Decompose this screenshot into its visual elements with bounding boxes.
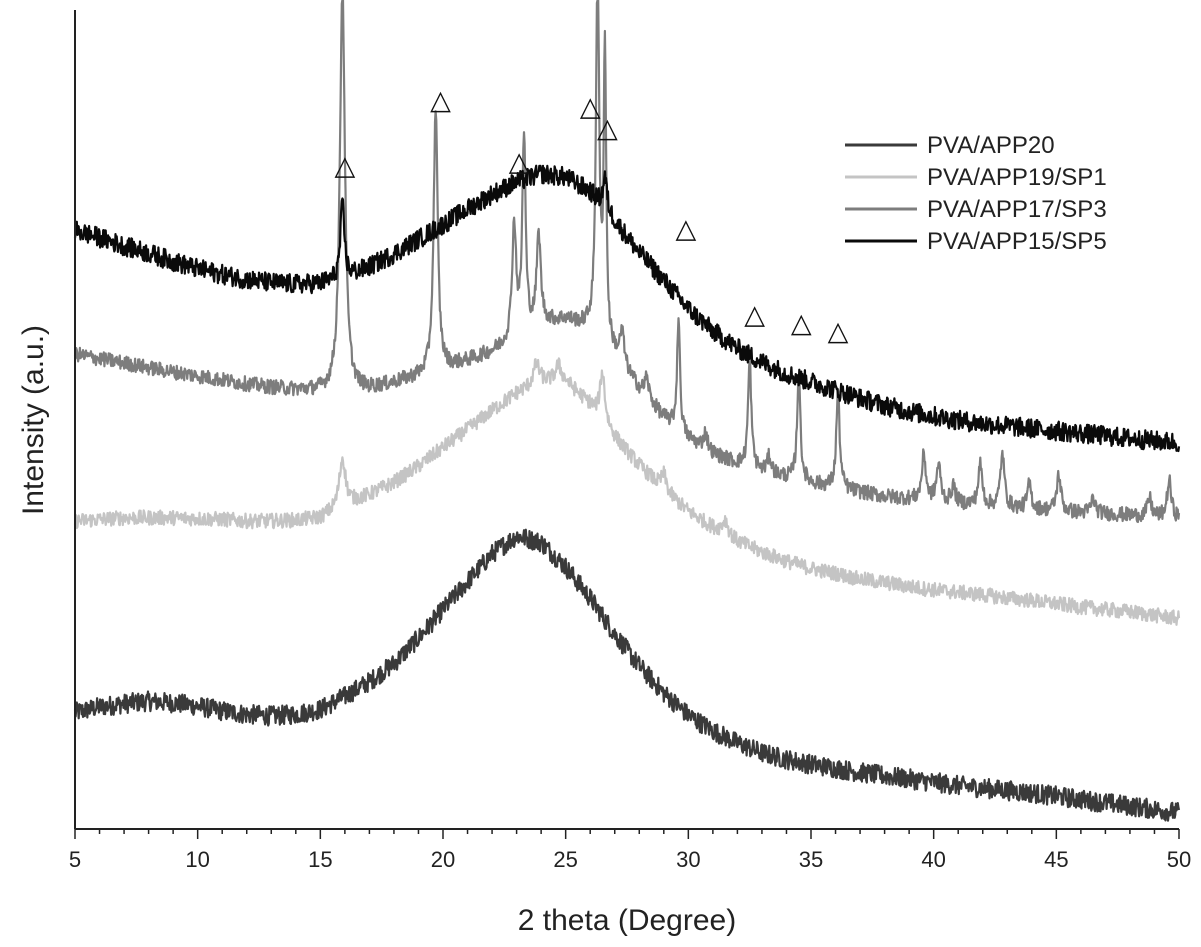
x-tick-label: 15 bbox=[308, 847, 332, 872]
axes-layer bbox=[74, 10, 1179, 830]
x-ticks: 5 10 15 20 25 30 35 40 45 50 bbox=[69, 829, 1191, 872]
x-axis-title: 2 theta (Degree) bbox=[518, 904, 736, 937]
series-line-1 bbox=[73, 528, 1181, 822]
x-tick-label: 5 bbox=[69, 847, 81, 872]
peak-marker-6: △ bbox=[676, 214, 697, 245]
x-tick-label: 35 bbox=[799, 847, 823, 872]
x-tick-label: 10 bbox=[185, 847, 209, 872]
peak-marker-2: △ bbox=[430, 85, 451, 116]
series-line-3 bbox=[73, 0, 1181, 524]
legend-label-3: PVA/APP17/SP3 bbox=[927, 196, 1107, 223]
annotation-layer: △△△△△△△ △ △ bbox=[335, 85, 849, 347]
x-tick-label: 45 bbox=[1044, 847, 1068, 872]
peak-marker-4: △ bbox=[580, 92, 601, 123]
x-tick-label: 50 bbox=[1167, 847, 1191, 872]
y-axis-title: Intensity (a.u.) bbox=[17, 325, 50, 515]
series-line-4 bbox=[73, 164, 1181, 453]
peak-marker-1: △ bbox=[335, 151, 356, 182]
legend-label-2: PVA/APP19/SP1 bbox=[927, 164, 1107, 191]
series-line-2 bbox=[73, 357, 1181, 626]
peak-marker-7: △ bbox=[744, 300, 765, 331]
x-tick-label: 40 bbox=[921, 847, 945, 872]
series-layer bbox=[73, 0, 1181, 822]
peak-marker-9: △ bbox=[828, 316, 849, 347]
x-tick-label: 20 bbox=[431, 847, 455, 872]
peak-marker-8: △ bbox=[791, 308, 812, 339]
legend-label-4: PVA/APP15/SP5 bbox=[927, 228, 1107, 255]
legend-label-1: PVA/APP20 bbox=[927, 132, 1055, 159]
legend: PVA/APP20 PVA/APP19/SP1 PVA/APP17/SP3 PVA/A… bbox=[845, 132, 1107, 255]
peak-marker-3: △ bbox=[509, 147, 530, 178]
x-tick-label: 25 bbox=[553, 847, 577, 872]
x-tick-label: 30 bbox=[676, 847, 700, 872]
peak-marker-5: △ bbox=[597, 113, 618, 144]
